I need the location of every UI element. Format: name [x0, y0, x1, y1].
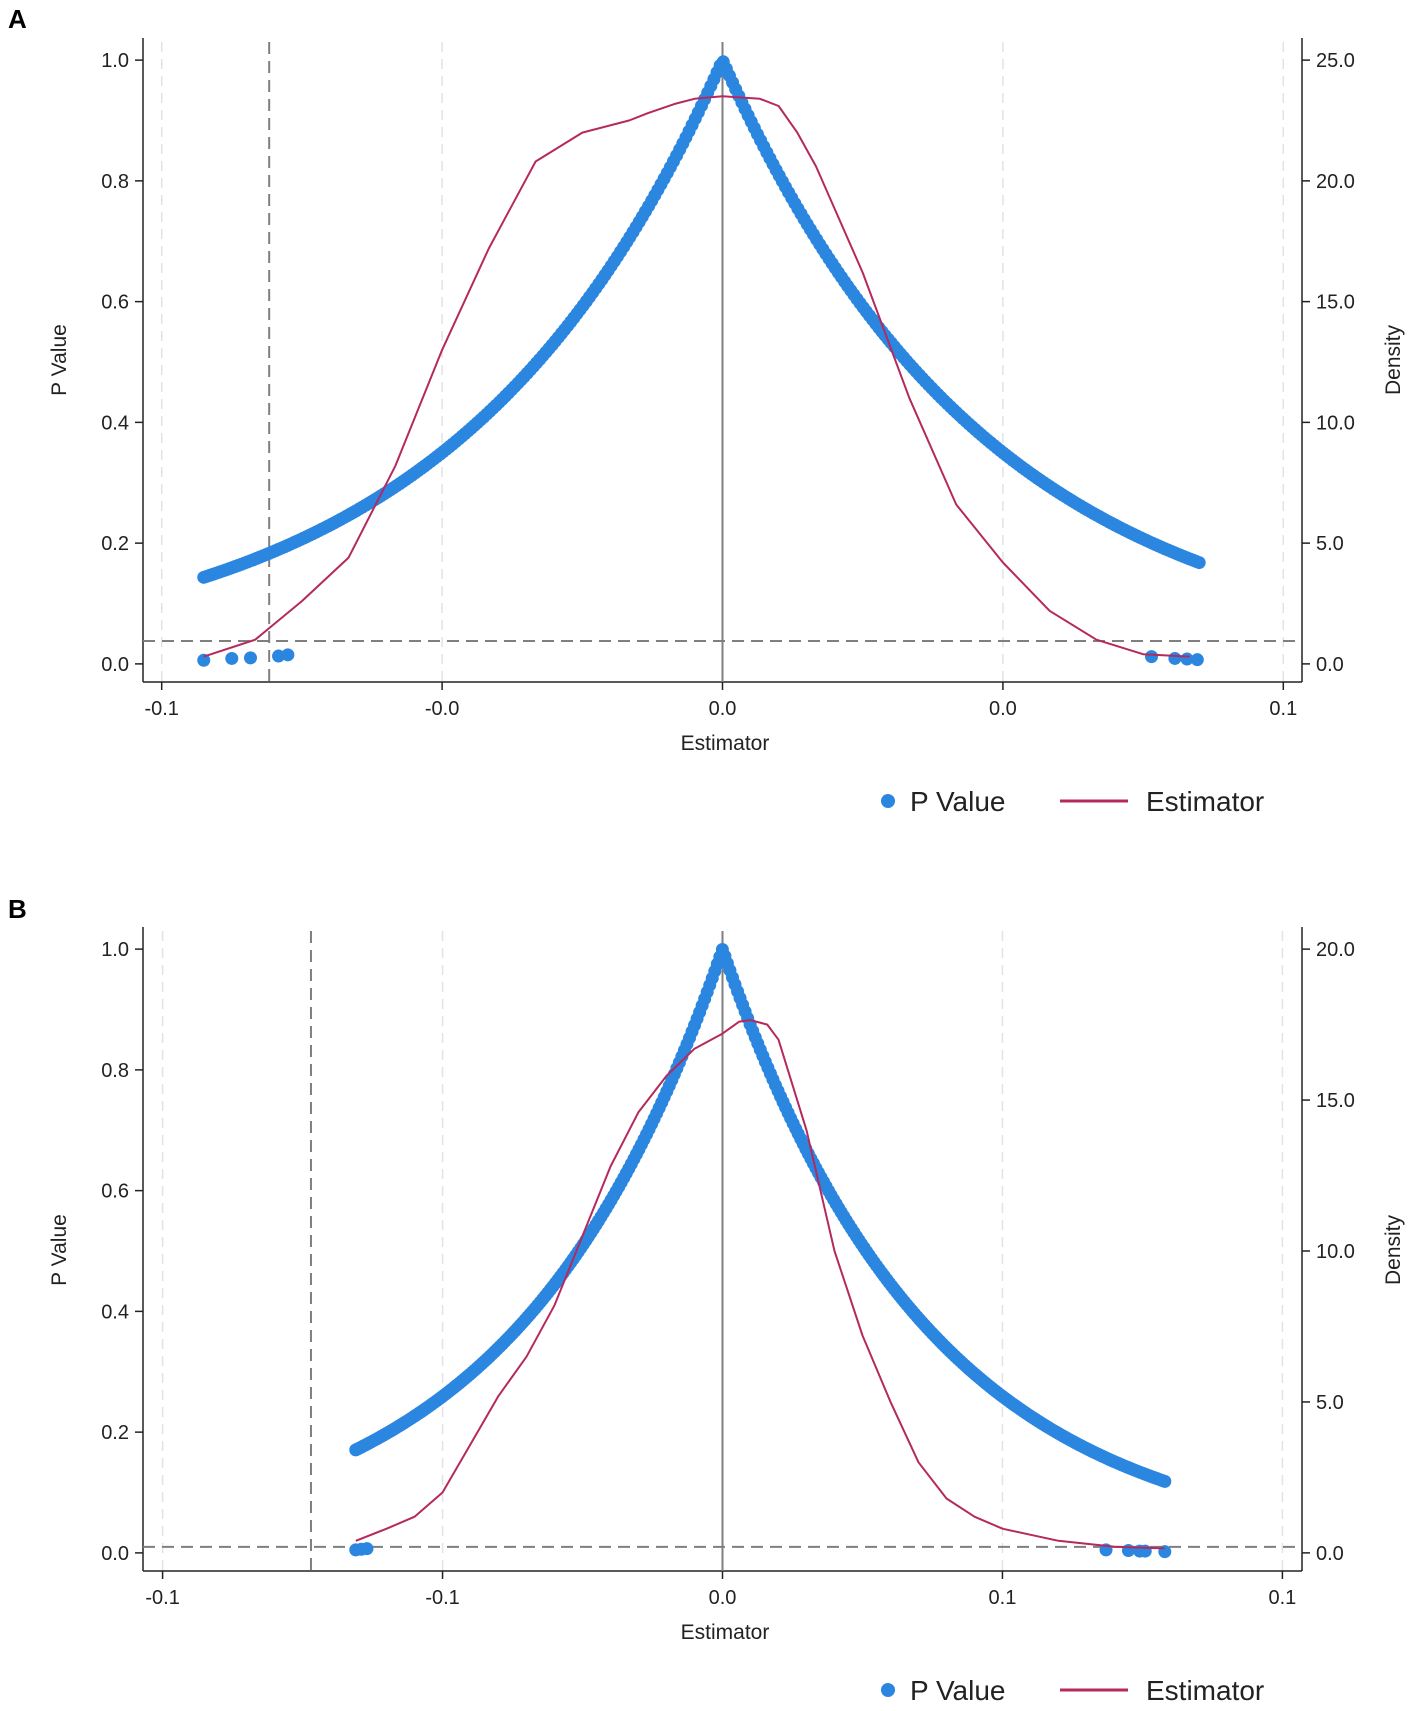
panel-a-plot-area: -0.1 -0.0 0.0 0.0 0.1 0.0 0.2 0.4 0.6 0.8 1.0 0.0 5.… [101, 38, 1355, 720]
panel-a-pvalue-point [1192, 556, 1206, 570]
panel-a: A -0.1 -0.0 0.0 0.0 0.1 0.0 0.2 0.4 0.6 0.8 1.0 0.0… [8, 4, 1405, 817]
panel-a-left-axis-title: P Value [48, 324, 71, 396]
panel-a-right-tick-label-0: 0.0 [1316, 654, 1344, 676]
panel-b-x-tick-label-0: -0.1 [145, 1587, 179, 1609]
panel-b: B -0.1 -0.1 0.0 0.1 0.1 0.0 0.2 0.4 0.6 0.8 1.0 0.0… [8, 894, 1405, 1706]
panel-a-legend: P Value Estimator [881, 786, 1264, 817]
panel-b-left-tick-label-1: 0.2 [101, 1422, 129, 1444]
panel-b-x-tick-label-1: -0.1 [425, 1587, 459, 1609]
panel-a-x-tick-label-0: -0.1 [144, 698, 178, 720]
panel-a-left-tick-label-1: 0.2 [101, 533, 129, 555]
panel-label-b: B [8, 894, 27, 924]
panel-b-x-axis-title: Estimator [681, 1621, 770, 1644]
panel-b-left-tick-label-3: 0.6 [101, 1181, 129, 1203]
panel-a-pvalue-point [243, 651, 257, 665]
panel-b-legend: P Value Estimator [881, 1675, 1264, 1706]
panel-b-pvalue-point [1138, 1544, 1152, 1558]
panel-a-pvalue-point [1145, 650, 1159, 664]
panel-a-right-tick-label-5: 25.0 [1316, 50, 1355, 72]
panel-b-legend-pvalue-marker [881, 1683, 895, 1697]
panel-a-pvalue-point [197, 653, 211, 667]
panel-b-right-axis-title: Density [1382, 1214, 1405, 1285]
panel-a-legend-pvalue-label: P Value [910, 786, 1005, 817]
panel-a-left-tick-label-3: 0.6 [101, 292, 129, 314]
panel-b-plot-area: -0.1 -0.1 0.0 0.1 0.1 0.0 0.2 0.4 0.6 0.8 1.0 0.0 5.… [101, 927, 1355, 1609]
panel-a-left-tick-label-2: 0.4 [101, 412, 129, 434]
panel-a-right-tick-label-2: 10.0 [1316, 412, 1355, 434]
panel-a-x-tick-label-2: 0.0 [709, 698, 737, 720]
panel-a-left-tick-label-5: 1.0 [101, 50, 129, 72]
panel-a-x-tick-label-4: 0.1 [1269, 698, 1297, 720]
panel-b-pvalue-point [1121, 1543, 1135, 1557]
panel-b-right-tick-label-2: 10.0 [1316, 1241, 1355, 1263]
panel-b-right-tick-label-0: 0.0 [1316, 1543, 1344, 1565]
panel-a-pvalue-point [225, 651, 239, 665]
panel-label-a: A [8, 4, 27, 34]
panel-a-legend-pvalue-marker [881, 794, 895, 808]
panel-a-pvalue-point [1190, 653, 1204, 667]
panel-a-pvalue-point [281, 648, 295, 662]
panel-b-density-line [355, 1019, 1165, 1550]
panel-a-right-tick-label-4: 20.0 [1316, 171, 1355, 193]
panel-b-left-tick-label-2: 0.4 [101, 1301, 129, 1323]
panel-a-right-tick-label-3: 15.0 [1316, 292, 1355, 314]
panel-a-left-tick-label-0: 0.0 [101, 654, 129, 676]
panel-b-pvalue-point [1158, 1545, 1172, 1559]
panel-a-x-tick-label-3: 0.0 [989, 698, 1017, 720]
panel-a-right-axis-title: Density [1382, 324, 1405, 395]
panel-a-x-tick-label-1: -0.0 [425, 698, 459, 720]
panel-b-right-tick-label-4: 20.0 [1316, 939, 1355, 961]
panel-a-density-line [203, 95, 1190, 658]
panel-b-left-tick-label-5: 1.0 [101, 939, 129, 961]
panel-a-pvalue-point [1168, 651, 1182, 665]
panel-a-left-tick-label-4: 0.8 [101, 171, 129, 193]
panel-b-left-tick-label-4: 0.8 [101, 1060, 129, 1082]
panel-a-x-axis-title: Estimator [681, 732, 770, 755]
panel-b-legend-density-label: Estimator [1146, 1675, 1264, 1706]
panel-b-legend-pvalue-label: P Value [910, 1675, 1005, 1706]
panel-b-left-tick-label-0: 0.0 [101, 1543, 129, 1565]
panel-b-x-tick-label-3: 0.1 [989, 1587, 1017, 1609]
panel-b-right-tick-label-3: 15.0 [1316, 1090, 1355, 1112]
panel-a-legend-density-label: Estimator [1146, 786, 1264, 817]
panel-b-pvalue-point [1158, 1474, 1172, 1488]
panel-b-right-tick-label-1: 5.0 [1316, 1392, 1344, 1414]
panel-b-x-tick-label-4: 0.1 [1268, 1587, 1296, 1609]
panel-b-x-tick-label-2: 0.0 [709, 1587, 737, 1609]
panel-b-pvalue-point [360, 1542, 374, 1556]
panel-b-left-axis-title: P Value [48, 1214, 71, 1286]
panel-a-right-tick-label-1: 5.0 [1316, 533, 1344, 555]
